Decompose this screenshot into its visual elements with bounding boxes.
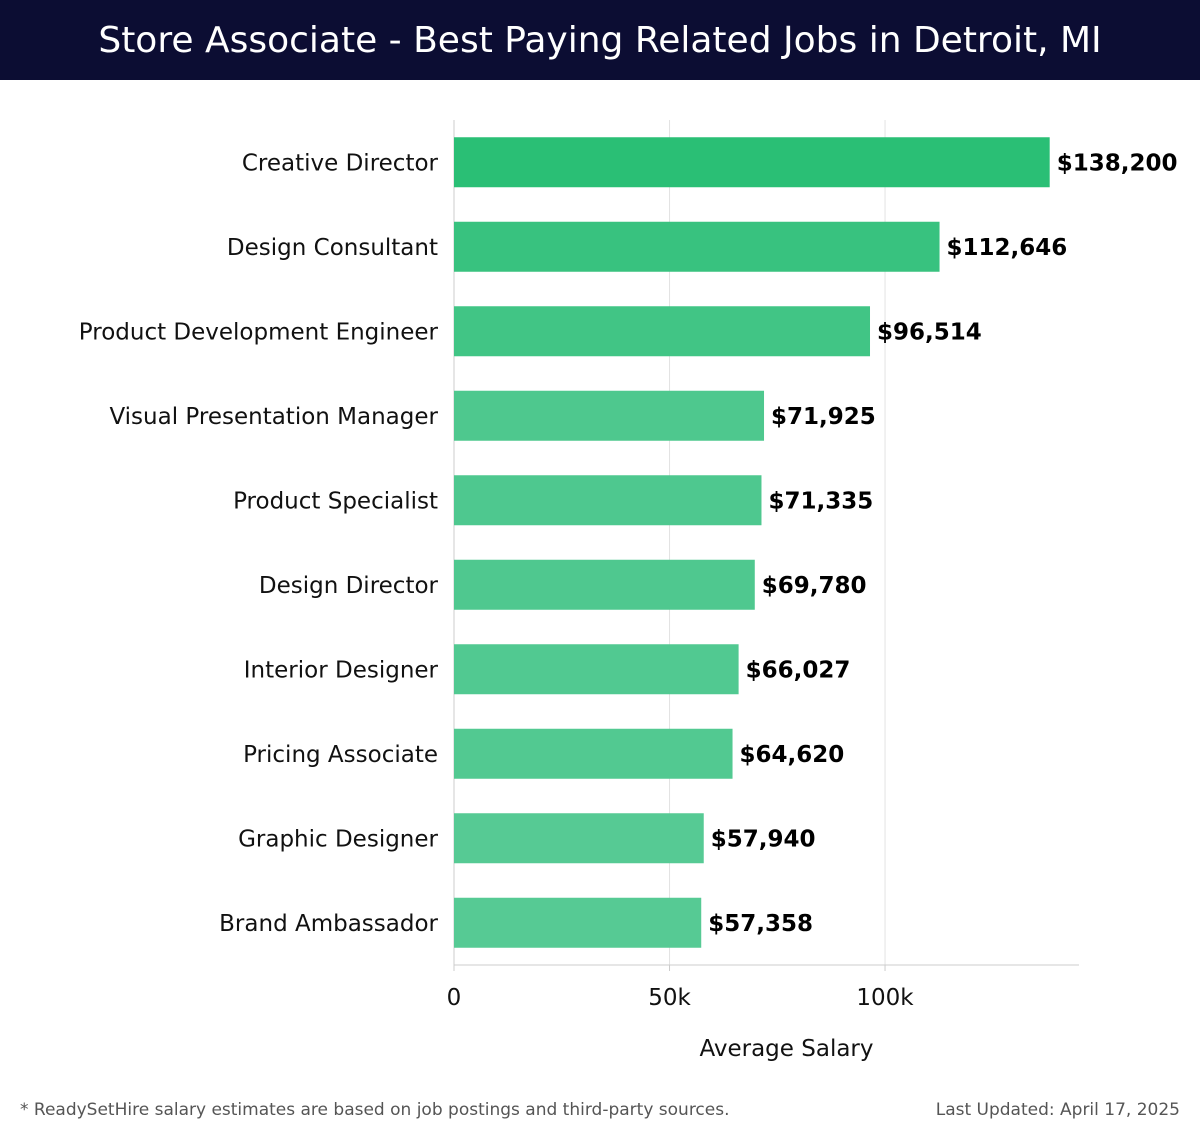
- bar: [454, 306, 871, 357]
- category-label: Product Specialist: [233, 488, 438, 514]
- value-label: $57,358: [708, 911, 813, 937]
- bar-layer: [454, 137, 1050, 948]
- bar: [454, 644, 739, 695]
- x-tick-label: 0: [447, 985, 462, 1011]
- bar-chart: Creative Director $138,200 Design Consulta…: [79, 120, 1178, 1062]
- label-layer: Creative Director $138,200 Design Consulta…: [79, 150, 1178, 937]
- category-label: Interior Designer: [244, 657, 439, 683]
- value-label: $71,335: [768, 488, 873, 514]
- x-axis-title: Average Salary: [699, 1036, 873, 1062]
- last-updated: Last Updated: April 17, 2025: [935, 1100, 1180, 1120]
- category-label: Visual Presentation Manager: [109, 404, 438, 430]
- value-label: $96,514: [877, 319, 982, 345]
- category-label: Graphic Designer: [238, 826, 438, 852]
- category-label: Pricing Associate: [243, 742, 438, 768]
- value-label: $112,646: [947, 235, 1068, 261]
- bar: [454, 221, 940, 272]
- bar: [454, 390, 765, 441]
- bar: [454, 137, 1050, 188]
- category-label: Design Director: [259, 573, 439, 599]
- category-label: Brand Ambassador: [219, 911, 438, 937]
- footer-note: * ReadySetHire salary estimates are base…: [20, 1100, 730, 1120]
- x-tick-label: 50k: [648, 985, 691, 1011]
- bar: [454, 475, 762, 526]
- value-label: $64,620: [740, 742, 845, 768]
- category-label: Product Development Engineer: [79, 319, 439, 345]
- axis-layer: 0 50k 100k: [447, 964, 1079, 1011]
- x-tick-label: 100k: [856, 985, 914, 1011]
- value-label: $69,780: [762, 573, 867, 599]
- category-label: Design Consultant: [227, 235, 438, 261]
- bar: [454, 813, 704, 864]
- category-label: Creative Director: [242, 150, 439, 176]
- bar: [454, 728, 733, 779]
- value-label: $71,925: [771, 404, 876, 430]
- value-label: $66,027: [746, 657, 851, 683]
- bar: [454, 559, 755, 610]
- chart-title: Store Associate - Best Paying Related Jo…: [0, 0, 1200, 80]
- value-label: $138,200: [1057, 150, 1178, 176]
- bar: [454, 897, 702, 948]
- value-label: $57,940: [711, 826, 816, 852]
